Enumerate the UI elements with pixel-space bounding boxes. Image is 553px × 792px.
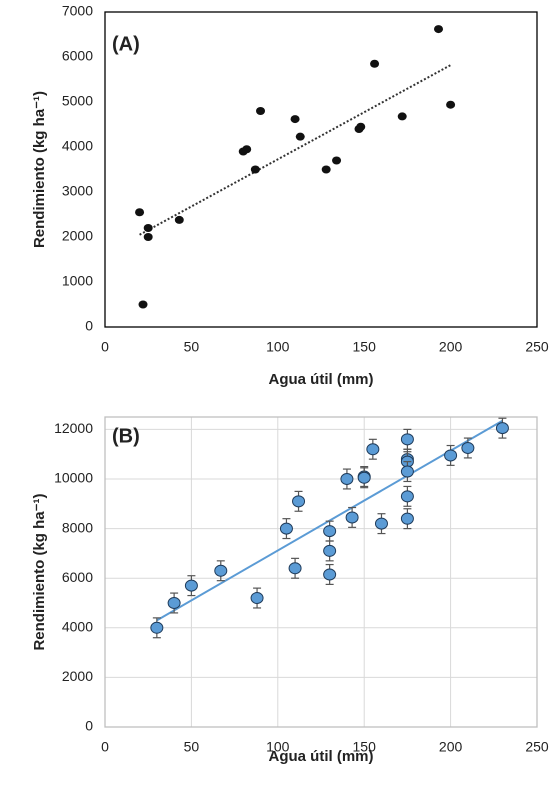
x-tick-label: 50 (184, 339, 200, 355)
x-axis-label: Agua útil (mm) (269, 371, 374, 388)
x-tick-label: 50 (184, 739, 200, 755)
point (434, 25, 444, 34)
point (446, 100, 456, 109)
point (357, 471, 371, 484)
y-tick-label: 1000 (62, 273, 93, 289)
x-tick-label: 200 (439, 339, 463, 355)
point (340, 473, 354, 485)
y-tick-label: 6000 (62, 48, 93, 64)
point (295, 132, 305, 141)
point (184, 579, 198, 592)
trendline (139, 64, 452, 236)
point (279, 522, 293, 535)
plot-frame (104, 11, 538, 328)
point (174, 215, 184, 224)
point (366, 443, 380, 456)
point (400, 490, 414, 503)
y-tick-label: 3000 (62, 183, 93, 199)
y-axis-label: Rendimiento (kg ha⁻¹) (31, 91, 48, 248)
point (135, 208, 145, 217)
point (214, 564, 228, 577)
y-tick-label: 10000 (54, 470, 93, 486)
point (323, 544, 337, 557)
point (150, 621, 164, 634)
point (345, 511, 359, 524)
y-tick-label: 8000 (62, 519, 93, 535)
point (356, 122, 366, 131)
y-tick-label: 4000 (62, 619, 93, 635)
y-tick-label: 5000 (62, 93, 93, 109)
x-tick-label: 0 (101, 739, 109, 755)
panel-label: (A) (112, 33, 140, 55)
point (143, 233, 153, 241)
point (374, 517, 388, 530)
y-tick-label: 6000 (62, 569, 93, 585)
point (400, 433, 414, 446)
plot-frame (104, 416, 538, 728)
y-tick-label: 0 (85, 318, 93, 334)
point (323, 525, 337, 538)
y-tick-label: 12000 (54, 420, 93, 436)
point (138, 300, 148, 309)
point (321, 165, 331, 174)
point (461, 442, 475, 454)
point (323, 568, 337, 581)
x-tick-label: 250 (525, 739, 549, 755)
y-tick-label: 4000 (62, 138, 93, 154)
point (444, 449, 458, 462)
point (250, 592, 264, 605)
point (250, 165, 260, 174)
point (167, 597, 181, 609)
x-axis-label: Agua útil (mm) (269, 748, 374, 765)
point (256, 107, 266, 115)
x-tick-label: 150 (353, 739, 377, 755)
point (400, 512, 414, 525)
point (242, 145, 252, 154)
x-tick-label: 100 (266, 739, 290, 755)
y-tick-label: 2000 (62, 668, 93, 684)
y-tick-label: 0 (85, 718, 93, 734)
point (495, 422, 509, 435)
point (332, 156, 342, 165)
x-tick-label: 200 (439, 739, 463, 755)
x-tick-label: 100 (266, 339, 290, 355)
y-tick-label: 7000 (62, 3, 93, 19)
point (370, 59, 380, 68)
y-axis-label: Rendimiento (kg ha⁻¹) (31, 493, 48, 650)
y-tick-label: 2000 (62, 228, 93, 244)
point (397, 112, 407, 121)
point (292, 495, 306, 508)
x-tick-label: 150 (353, 339, 377, 355)
x-tick-label: 250 (525, 339, 549, 355)
point (400, 465, 414, 478)
x-tick-label: 0 (101, 339, 109, 355)
point (288, 562, 302, 575)
point (143, 224, 153, 232)
panel-label: (B) (112, 425, 140, 447)
point (290, 115, 300, 124)
